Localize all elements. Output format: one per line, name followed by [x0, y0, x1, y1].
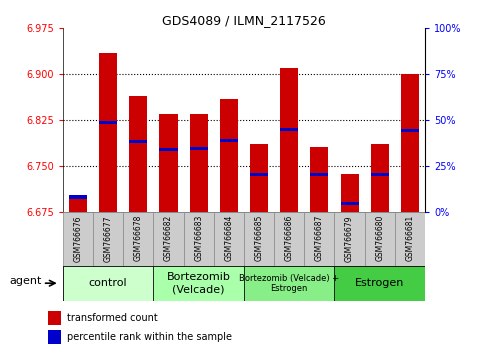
Bar: [244, 266, 334, 301]
Bar: [63, 212, 93, 266]
Text: GSM766682: GSM766682: [164, 215, 173, 261]
Text: Bortezomib
(Velcade): Bortezomib (Velcade): [167, 272, 230, 294]
Text: GSM766676: GSM766676: [73, 215, 83, 262]
Text: GSM766683: GSM766683: [194, 215, 203, 262]
Bar: [371, 144, 389, 212]
Bar: [159, 148, 178, 151]
Bar: [93, 212, 123, 266]
Bar: [341, 174, 358, 212]
Bar: [250, 173, 268, 176]
Bar: [250, 144, 268, 212]
Text: transformed count: transformed count: [67, 313, 157, 323]
Bar: [123, 212, 154, 266]
Text: GSM766687: GSM766687: [315, 215, 324, 262]
Bar: [334, 212, 365, 266]
Bar: [371, 173, 389, 176]
Bar: [154, 266, 244, 301]
Text: agent: agent: [10, 276, 42, 286]
Text: GSM766685: GSM766685: [255, 215, 264, 262]
Bar: [159, 114, 178, 212]
Bar: [274, 212, 304, 266]
Bar: [63, 266, 154, 301]
Text: GSM766678: GSM766678: [134, 215, 143, 262]
Bar: [184, 212, 213, 266]
Title: GDS4089 / ILMN_2117526: GDS4089 / ILMN_2117526: [162, 14, 326, 27]
Text: Bortezomib (Velcade) +
Estrogen: Bortezomib (Velcade) + Estrogen: [239, 274, 339, 293]
Bar: [48, 330, 61, 343]
Text: Estrogen: Estrogen: [355, 278, 404, 288]
Bar: [189, 114, 208, 212]
Text: percentile rank within the sample: percentile rank within the sample: [67, 332, 232, 342]
Bar: [334, 266, 425, 301]
Text: GSM766681: GSM766681: [405, 215, 414, 261]
Bar: [365, 212, 395, 266]
Bar: [311, 147, 328, 212]
Bar: [99, 53, 117, 212]
Bar: [99, 121, 117, 124]
Text: GSM766684: GSM766684: [224, 215, 233, 262]
Bar: [244, 212, 274, 266]
Bar: [304, 212, 334, 266]
Bar: [311, 173, 328, 176]
Text: GSM766677: GSM766677: [103, 215, 113, 262]
Bar: [395, 212, 425, 266]
Text: control: control: [89, 278, 128, 288]
Text: GSM766686: GSM766686: [284, 215, 294, 262]
Bar: [69, 197, 87, 212]
Bar: [129, 140, 147, 143]
Bar: [280, 68, 298, 212]
Bar: [154, 212, 184, 266]
Bar: [341, 201, 358, 205]
Bar: [280, 128, 298, 131]
Bar: [69, 195, 87, 199]
Text: GSM766680: GSM766680: [375, 215, 384, 262]
Bar: [220, 99, 238, 212]
Bar: [129, 96, 147, 212]
Bar: [220, 139, 238, 142]
Bar: [189, 147, 208, 150]
Bar: [213, 212, 244, 266]
Bar: [48, 312, 61, 325]
Bar: [401, 74, 419, 212]
Bar: [401, 129, 419, 132]
Text: GSM766679: GSM766679: [345, 215, 354, 262]
